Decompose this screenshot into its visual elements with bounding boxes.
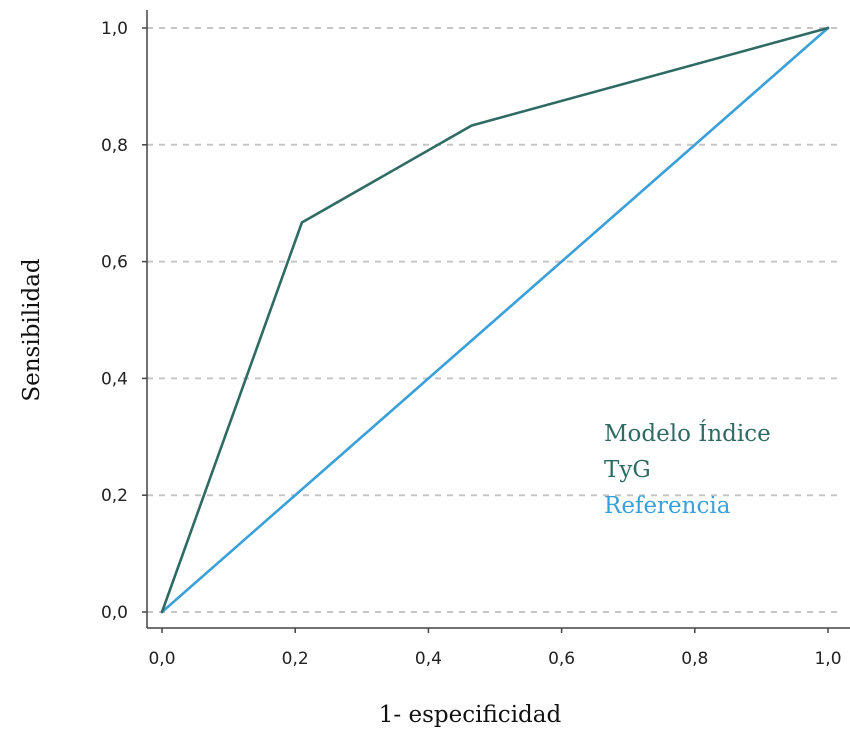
y-axis-title: Sensibilidad: [19, 258, 45, 402]
y-tick-label-0: 0,0: [101, 603, 128, 623]
legend-entry-0-line-0: Modelo Índice: [604, 420, 771, 447]
y-tick-label-4: 0,8: [101, 136, 128, 156]
series-line-modelo-indice-tyg: [160, 26, 830, 614]
legend: Modelo Índice TyG Referencia: [604, 420, 771, 519]
x-tick-label-3: 0,6: [548, 649, 575, 669]
x-tick-label-2: 0,4: [415, 649, 442, 669]
x-tick-label-5: 1,0: [814, 649, 841, 669]
x-tick-label-1: 0,2: [282, 649, 309, 669]
axis-layer: [142, 10, 850, 633]
x-axis-title: 1- especificidad: [379, 702, 562, 728]
y-tick-label-3: 0,6: [101, 253, 128, 273]
y-tick-label-2: 0,4: [101, 369, 128, 389]
legend-entry-0-line-1: TyG: [604, 457, 651, 483]
grid-layer: [147, 27, 838, 613]
x-tick-label-4: 0,8: [681, 649, 708, 669]
legend-entry-1-line-0: Referencia: [604, 493, 731, 519]
x-tick-label-0: 0,0: [148, 649, 175, 669]
label-layer: 0,0 0,2 0,4 0,6 0,8 1,0 0,0 0,2 0,4 0,6 0,8 1,0: [101, 19, 842, 669]
series-layer: [160, 26, 830, 614]
y-tick-label-5: 1,0: [101, 19, 128, 39]
y-tick-label-1: 0,2: [101, 486, 128, 506]
series-line-referencia: [160, 26, 830, 614]
